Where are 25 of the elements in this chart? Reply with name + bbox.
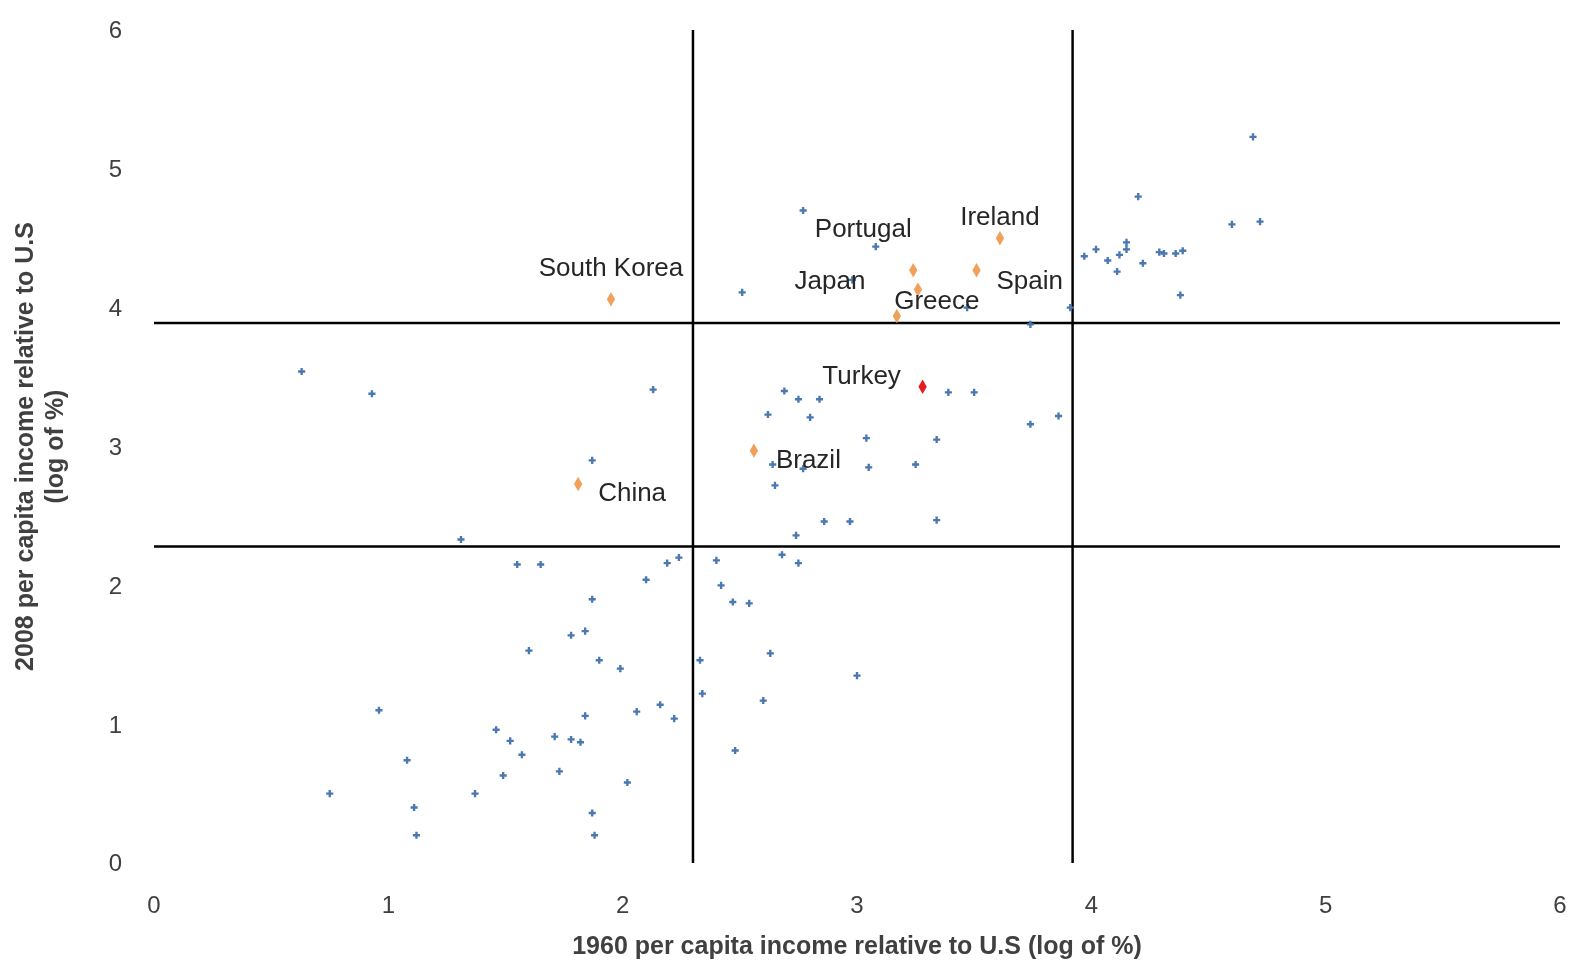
y-tick-label: 2 bbox=[108, 571, 122, 599]
annotation: Portugal bbox=[814, 213, 912, 244]
y-axis-title: 2008 per capita income relative to U.S (log of %) bbox=[10, 222, 68, 671]
annotation: Ireland bbox=[960, 201, 1040, 232]
y-tick-label: 4 bbox=[108, 294, 122, 322]
annotation: Brazil bbox=[775, 443, 841, 474]
x-tick-label: 0 bbox=[147, 891, 161, 918]
x-tick-label: 5 bbox=[1318, 891, 1333, 918]
annotation: Greece bbox=[894, 285, 980, 316]
annotation: Spain bbox=[996, 265, 1064, 296]
annotation: China bbox=[598, 477, 667, 508]
y-tick-label: 0 bbox=[108, 849, 122, 877]
x-tick-label: 2 bbox=[615, 891, 630, 918]
x-tick-label: 6 bbox=[1553, 891, 1567, 918]
x-axis-title: 1960 per capita income relative to U.S (log of %) bbox=[572, 931, 1142, 959]
y-tick-label: 6 bbox=[108, 16, 122, 44]
y-tick-label: 5 bbox=[108, 155, 122, 183]
x-tick-label: 1 bbox=[381, 891, 396, 918]
annotation: South Korea bbox=[538, 252, 684, 283]
annotation: Japan bbox=[794, 264, 866, 295]
x-tick-label: 3 bbox=[850, 891, 864, 918]
y-tick-label: 1 bbox=[108, 710, 122, 738]
y-tick-label: 3 bbox=[108, 432, 122, 460]
x-tick-label: 4 bbox=[1084, 891, 1099, 918]
annotation: Turkey bbox=[822, 359, 901, 390]
